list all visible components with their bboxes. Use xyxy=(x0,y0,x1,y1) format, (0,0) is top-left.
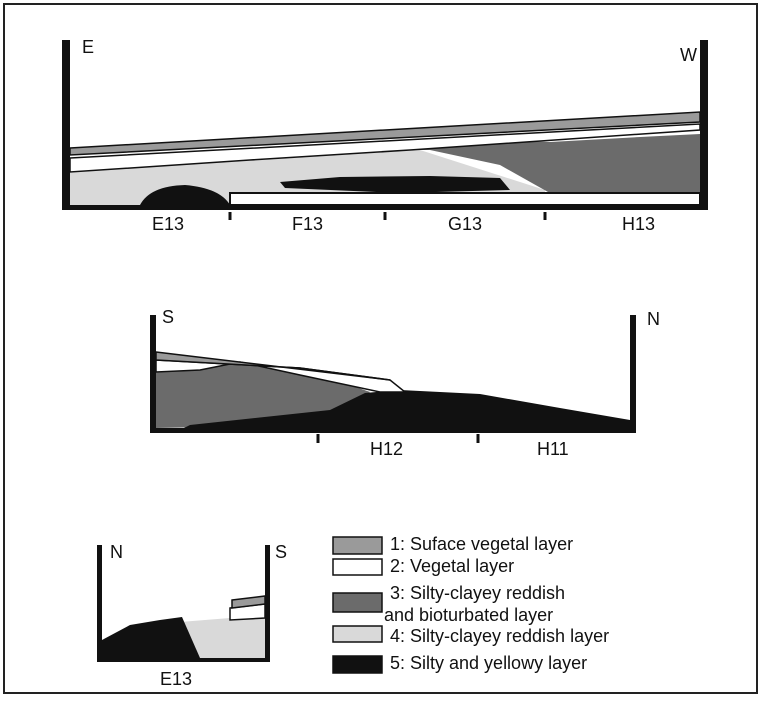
square-label: H12 xyxy=(370,439,403,459)
profile-2: S N H12 H11 xyxy=(150,307,660,459)
orientation: S xyxy=(275,542,287,562)
legend-label: 4: Silty-clayey reddish layer xyxy=(390,626,609,646)
square-label: H11 xyxy=(537,439,569,459)
orientation: W xyxy=(680,45,697,65)
orientation: N xyxy=(647,309,660,329)
legend: 1: Suface vegetal layer 2: Vegetal layer… xyxy=(332,534,609,674)
square-label: E13 xyxy=(160,669,192,689)
orientation: S xyxy=(162,307,174,327)
square-label: E13 xyxy=(152,214,184,234)
legend-label: 5: Silty and yellowy layer xyxy=(390,653,587,673)
orientation: E xyxy=(82,37,94,57)
frame xyxy=(3,3,758,694)
legend-label: 2: Vegetal layer xyxy=(390,556,514,576)
legend-label: and bioturbated layer xyxy=(384,605,553,625)
profile-3: N S E13 xyxy=(97,542,287,689)
square-label: H13 xyxy=(622,214,655,234)
square-label: G13 xyxy=(448,214,482,234)
profile-1: E W E13 F13 G13 H13 xyxy=(62,37,708,234)
orientation: N xyxy=(110,542,123,562)
legend-label: 1: Suface vegetal layer xyxy=(390,534,573,554)
square-label: F13 xyxy=(292,214,323,234)
legend-label: 3: Silty-clayey reddish xyxy=(390,583,565,603)
